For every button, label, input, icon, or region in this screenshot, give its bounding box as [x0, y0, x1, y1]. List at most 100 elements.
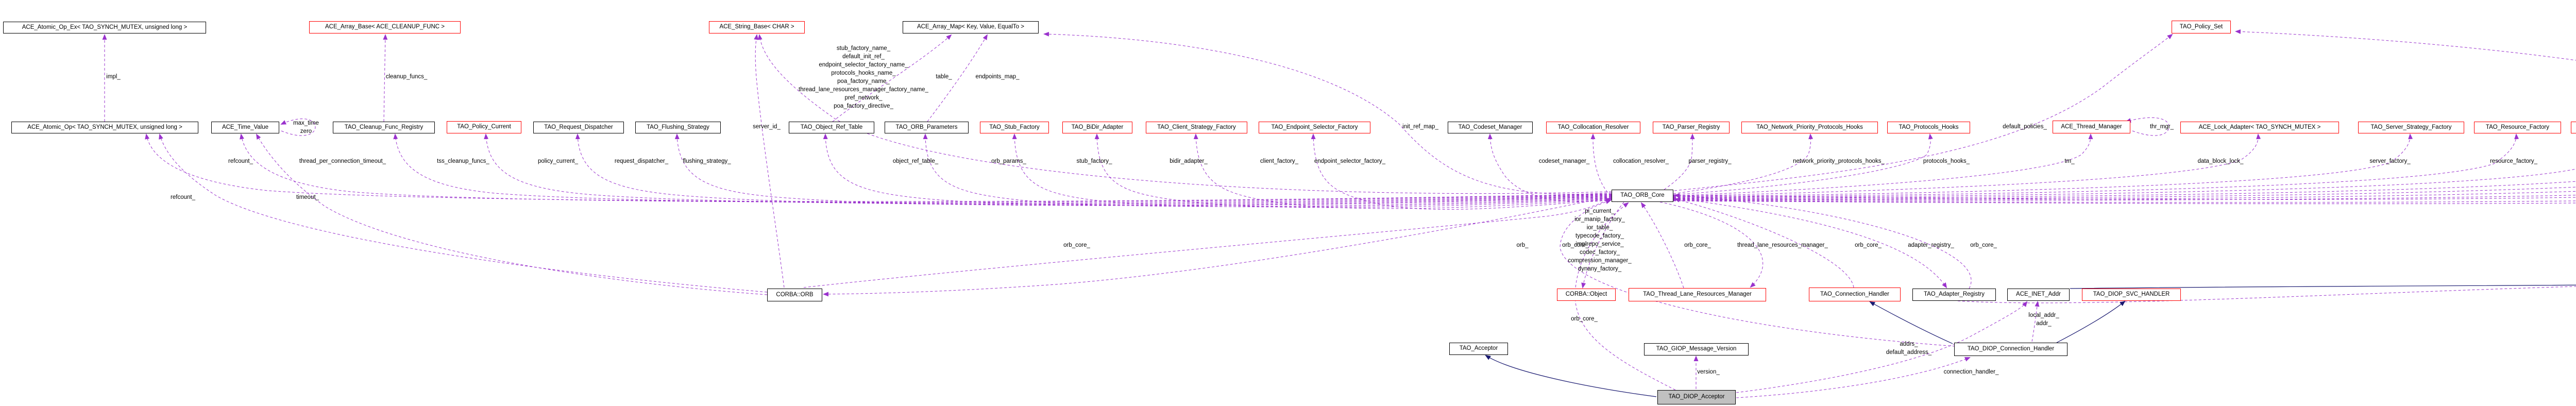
edge-label: endpoint_selector_factory_: [1314, 158, 1386, 164]
usage-edge: [393, 133, 1612, 204]
usage-edge: [1659, 201, 1764, 288]
class-node-tao-object-ref-table[interactable]: TAO_Object_Ref_Table: [789, 122, 874, 133]
class-node-tao-orb-core[interactable]: TAO_ORB_Core: [1612, 190, 1673, 202]
usage-edge: [757, 34, 1612, 194]
edge-label: orb_core_: [1571, 316, 1598, 322]
edge-label: refcount_: [228, 158, 253, 164]
class-node-tao-adapter-registry[interactable]: TAO_Adapter_Registry: [1912, 289, 1996, 301]
class-node-tao-network-priority-protocols-hooks[interactable]: TAO_Network_Priority_Protocols_Hooks: [1741, 122, 1878, 133]
class-node-ace-time-value[interactable]: ACE_Time_Value: [211, 122, 279, 133]
usage-edge: [1673, 197, 1947, 289]
class-node-ace-array-base[interactable]: ACE_Array_Base< ACE_CLEANUP_FUNC >: [309, 21, 461, 33]
usage-edge: [1574, 202, 1676, 391]
edge-label: local_addr_ addr_: [2028, 312, 2059, 327]
usage-edge: [1673, 191, 2576, 200]
class-node-tao-giop-message-version[interactable]: TAO_GIOP_Message_Version: [1644, 343, 1749, 356]
class-node-ace-inet-addr[interactable]: ACE_INET_Addr: [2007, 289, 2070, 301]
edge-label: thread_lane_resources_manager_: [1737, 242, 1828, 248]
class-node-tao-thread-lane-resources-manager[interactable]: TAO_Thread_Lane_Resources_Manager: [1629, 288, 1766, 301]
class-node-tao-diop-acceptor: TAO_DIOP_Acceptor: [1657, 390, 1736, 404]
edge-label: stub_factory_name_ default_init_ref_ end…: [799, 45, 928, 109]
usage-edge: [240, 133, 1612, 203]
usage-edge: [1674, 197, 1854, 288]
usage-edge: [1560, 199, 1956, 347]
usage-edge: [256, 133, 768, 295]
usage-edge: [1487, 133, 1612, 202]
edge-label: max_time zero: [293, 120, 319, 134]
class-node-tao-connection-handler[interactable]: TAO_Connection_Handler: [1809, 287, 1901, 301]
edge-label: parser_registry_: [1688, 158, 1732, 164]
edge-label: tss_cleanup_funcs_: [437, 158, 489, 164]
edge-label: thr_mgr_: [2149, 124, 2174, 130]
class-node-tao-request-dispatcher[interactable]: TAO_Request_Dispatcher: [533, 122, 624, 133]
edge-label: flushing_strategy_: [683, 158, 731, 164]
inheritance-edge: [1485, 354, 1657, 397]
usage-edge: [823, 133, 1612, 206]
usage-edge: [383, 34, 388, 122]
inheritance-edge: [2056, 300, 2126, 343]
class-node-tao-acceptor[interactable]: TAO_Acceptor: [1449, 343, 1508, 355]
class-node-tao-stub-factory[interactable]: TAO_Stub_Factory: [980, 122, 1049, 133]
class-node-tao-server-strategy-factory[interactable]: TAO_Server_Strategy_Factory: [2358, 122, 2464, 133]
edge-label: orb_core_: [1970, 242, 1997, 248]
usage-edge: [2125, 117, 2170, 136]
class-node-ace-array-map[interactable]: ACE_Array_Map< Key, Value, EqualTo >: [903, 21, 1039, 33]
class-node-tao-valuetype-adapter[interactable]: TAO_Valuetype_Adapter: [2571, 122, 2576, 133]
edge-label: protocols_hooks_: [1923, 158, 1970, 164]
class-node-ace-lock-adapter[interactable]: ACE_Lock_Adapter< TAO_SYNCH_MUTEX >: [2180, 122, 2339, 133]
usage-edge: [1674, 193, 1972, 289]
class-node-tao-collocation-resolver[interactable]: TAO_Collocation_Resolver: [1546, 122, 1640, 133]
class-node-ace-string-base[interactable]: ACE_String_Base< CHAR >: [709, 21, 805, 33]
edge-label: request_dispatcher_: [614, 158, 669, 164]
class-node-tao-cleanup-func-registry[interactable]: TAO_Cleanup_Func_Registry: [333, 122, 435, 133]
edge-label: pi_current_ ior_manip_factory_ ior_table…: [1568, 208, 1632, 272]
usage-edge: [1673, 200, 2576, 203]
usage-edge: [1673, 133, 2413, 197]
class-node-corba-orb[interactable]: CORBA::ORB: [767, 289, 822, 301]
edge-label: orb_core_: [1855, 242, 1882, 248]
class-node-tao-policy-set[interactable]: TAO_Policy_Set: [2172, 21, 2231, 33]
edge-label: impl_: [106, 74, 121, 80]
edge-label: default_policies_: [2003, 124, 2047, 130]
usage-edge: [1673, 133, 2261, 197]
class-node-tao-bidir-adapter[interactable]: TAO_BiDir_Adapter: [1062, 122, 1132, 133]
class-node-ace-atomic-op-ex[interactable]: ACE_Atomic_Op_Ex< TAO_SYNCH_MUTEX, unsig…: [3, 22, 206, 33]
edge-label: policy_current_: [538, 158, 578, 164]
class-node-corba-object[interactable]: CORBA::Object: [1557, 289, 1616, 301]
class-node-tao-policy-current[interactable]: TAO_Policy_Current: [447, 121, 521, 133]
class-node-tao-parser-registry[interactable]: TAO_Parser_Registry: [1653, 122, 1730, 133]
class-node-tao-client-strategy-factory[interactable]: TAO_Client_Strategy_Factory: [1146, 122, 1247, 133]
usage-edge: [1957, 286, 2576, 303]
class-node-tao-codeset-manager[interactable]: TAO_Codeset_Manager: [1448, 122, 1533, 133]
edge-label: cleanup_funcs_: [385, 74, 428, 80]
edge-label: stub_factory_: [1076, 158, 1112, 164]
class-node-tao-flushing-strategy[interactable]: TAO_Flushing_Strategy: [635, 122, 721, 133]
usage-edge: [754, 34, 785, 288]
edge-label: table_: [936, 74, 952, 80]
edge-label: codeset_manager_: [1538, 158, 1590, 164]
edge-label: endpoints_map_: [975, 74, 1020, 80]
class-node-ace-thread-manager[interactable]: ACE_Thread_Manager: [2053, 121, 2130, 133]
usage-edge: [1590, 133, 1618, 202]
class-node-tao-resource-factory[interactable]: TAO_Resource_Factory: [2474, 122, 2561, 133]
class-node-ace-atomic-op[interactable]: ACE_Atomic_Op< TAO_SYNCH_MUTEX, unsigned…: [11, 122, 198, 133]
edge-label: version_: [1697, 369, 1720, 375]
inheritance-edge: [1869, 301, 1953, 344]
class-node-tao-diop-svc-handler[interactable]: TAO_DIOP_SVC_HANDLER: [2082, 289, 2181, 301]
usage-edge: [1673, 133, 2519, 198]
class-node-tao-orb-parameters[interactable]: TAO_ORB_Parameters: [885, 122, 969, 133]
edge-label: orb_core_: [1063, 242, 1090, 248]
usage-edge: [1094, 133, 1612, 208]
usage-edge: [2031, 301, 2040, 342]
edge-label: object_ref_table_: [892, 158, 939, 164]
class-node-tao-diop-connection-handler[interactable]: TAO_DIOP_Connection_Handler: [1954, 343, 2067, 356]
usage-edge: [1581, 201, 1624, 289]
usage-edge: [1673, 168, 2576, 198]
class-node-tao-protocols-hooks[interactable]: TAO_Protocols_Hooks: [1887, 122, 1970, 133]
usage-edge: [1012, 133, 1612, 208]
edge-label: resource_factory_: [2489, 158, 2538, 164]
usage-edge: [1193, 133, 1612, 209]
class-node-tao-endpoint-selector-factory[interactable]: TAO_Endpoint_Selector_Factory: [1259, 122, 1370, 133]
